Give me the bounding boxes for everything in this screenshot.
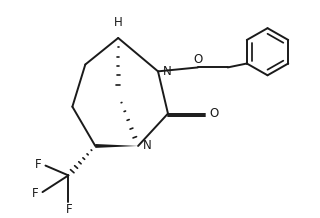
Text: O: O — [193, 53, 203, 66]
Text: H: H — [114, 16, 123, 29]
Polygon shape — [95, 144, 138, 148]
Text: F: F — [35, 158, 42, 171]
Text: O: O — [210, 107, 219, 120]
Text: N: N — [143, 140, 152, 152]
Text: N: N — [163, 65, 172, 78]
Text: F: F — [66, 203, 73, 216]
Text: F: F — [32, 187, 39, 199]
